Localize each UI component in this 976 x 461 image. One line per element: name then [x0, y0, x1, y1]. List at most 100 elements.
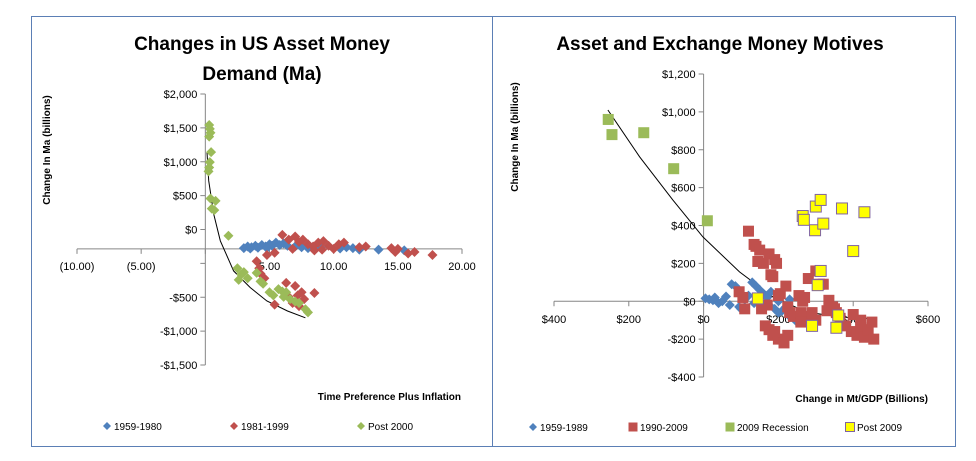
legend-marker	[845, 422, 855, 432]
data-point-1981-1999	[360, 241, 371, 252]
data-point-post-2009	[835, 202, 848, 215]
data-point-post-2009	[832, 309, 845, 322]
data-point-1959-1980	[245, 243, 256, 254]
right-chart-panel	[492, 16, 956, 447]
data-point-post-2000	[209, 205, 220, 216]
data-point-post-2000	[210, 195, 221, 206]
legend-item: Post 2000	[357, 422, 413, 433]
x-tick-label: 15.00	[384, 261, 412, 273]
data-point-1990-2009	[754, 244, 766, 256]
data-point-1981-1999	[269, 247, 280, 258]
legend-item: Post 2009	[845, 422, 902, 434]
x-tick-label: $200	[617, 314, 641, 326]
data-point-post-2009	[830, 321, 843, 334]
data-point-1981-1999	[290, 281, 301, 292]
data-point-2009-recession	[606, 129, 618, 141]
legend-item: 1990-2009	[628, 422, 688, 434]
data-point-1981-1999	[309, 245, 320, 256]
y-tick-label: $200	[671, 258, 695, 270]
legend-marker	[357, 422, 365, 430]
data-point-1990-2009	[799, 291, 811, 303]
data-point-1959-1980	[373, 244, 384, 255]
x-tick-label: 10.00	[320, 261, 348, 273]
y-tick-label: -$500	[169, 292, 197, 304]
y-tick-label: $800	[671, 145, 695, 157]
data-point-1981-1999	[287, 243, 298, 254]
trendline	[206, 152, 306, 319]
x-tick-label: $400	[542, 314, 566, 326]
x-tick-label: 20.00	[448, 261, 476, 273]
data-point-1990-2009	[769, 326, 781, 338]
legend-label: Post 2009	[857, 423, 902, 434]
x-tick-label: $0	[697, 314, 709, 326]
data-point-post-2000	[223, 230, 234, 241]
left-chart: Changes in US Asset Money Demand (Ma) Ch…	[42, 34, 476, 433]
data-point-1990-2009	[763, 248, 775, 260]
data-point-post-2009	[814, 264, 827, 277]
data-point-1981-1999	[309, 287, 320, 298]
data-point-post-2009	[847, 245, 860, 258]
data-point-1990-2009	[787, 310, 799, 322]
x-tick-label: (5.00)	[127, 261, 156, 273]
data-point-1959-1989	[721, 291, 732, 302]
data-point-post-2009	[751, 292, 764, 305]
right-chart: Asset and Exchange Money Motives Change …	[510, 34, 940, 434]
y-tick-label: -$200	[667, 334, 695, 346]
data-point-1990-2009	[821, 305, 833, 317]
data-point-post-2009	[811, 279, 824, 292]
data-point-1990-2009	[868, 333, 880, 345]
legend-marker	[725, 422, 735, 432]
data-point-1981-1999	[296, 287, 307, 298]
y-tick-label: $400	[671, 221, 695, 233]
data-point-1990-2009	[742, 225, 754, 237]
data-point-1990-2009	[763, 324, 775, 336]
data-point-1990-2009	[782, 329, 794, 341]
data-point-1990-2009	[829, 303, 840, 315]
data-point-2009-recession	[602, 113, 614, 125]
data-point-1981-1999	[338, 237, 349, 248]
data-point-1990-2009	[771, 257, 783, 269]
data-point-post-2000	[203, 166, 214, 177]
data-point-post-2000	[206, 147, 217, 158]
left-x-axis-title: Time Preference Plus Inflation	[318, 392, 461, 403]
data-point-post-2000	[303, 307, 313, 318]
y-tick-label: $1,000	[164, 157, 198, 169]
legend-label: Post 2000	[368, 422, 413, 433]
data-point-1990-2009	[761, 299, 773, 311]
data-point-1990-2009	[756, 303, 768, 315]
data-point-post-2000	[232, 263, 243, 274]
data-point-1990-2009	[858, 331, 870, 343]
data-point-1981-1999	[354, 242, 365, 253]
legend-item: 1959-1989	[529, 423, 588, 434]
x-tick-label: $600	[916, 314, 940, 326]
data-point-post-2000	[233, 274, 244, 285]
data-point-1990-2009	[855, 322, 867, 334]
y-tick-label: -$1,000	[160, 326, 197, 338]
y-tick-label: $1,500	[164, 123, 198, 135]
data-point-2009-recession	[638, 127, 650, 139]
data-point-1990-2009	[739, 303, 751, 315]
data-point-post-2000	[251, 267, 262, 278]
data-point-1981-1999	[277, 229, 288, 240]
data-point-1990-2009	[782, 301, 794, 313]
data-point-1981-1999	[281, 277, 292, 288]
data-point-1990-2009	[795, 316, 807, 328]
data-point-1990-2009	[752, 255, 764, 267]
data-point-2009-recession	[701, 215, 713, 227]
data-point-1990-2009	[780, 280, 792, 292]
y-tick-label: -$400	[667, 372, 695, 384]
data-point-post-2000	[268, 290, 279, 301]
data-point-1990-2009	[845, 326, 857, 338]
legend-marker	[103, 422, 111, 430]
data-point-1981-1999	[261, 250, 272, 261]
y-tick-label: $0	[185, 225, 197, 237]
data-point-1990-2009	[823, 294, 835, 306]
data-point-1990-2009	[847, 309, 859, 321]
data-point-post-2000	[238, 267, 249, 278]
data-point-1959-1989	[773, 307, 784, 318]
data-point-1981-1999	[390, 246, 401, 257]
data-point-post-2009	[806, 319, 819, 332]
x-tick-label: (10.00)	[60, 261, 95, 273]
data-point-1990-2009	[806, 307, 818, 319]
